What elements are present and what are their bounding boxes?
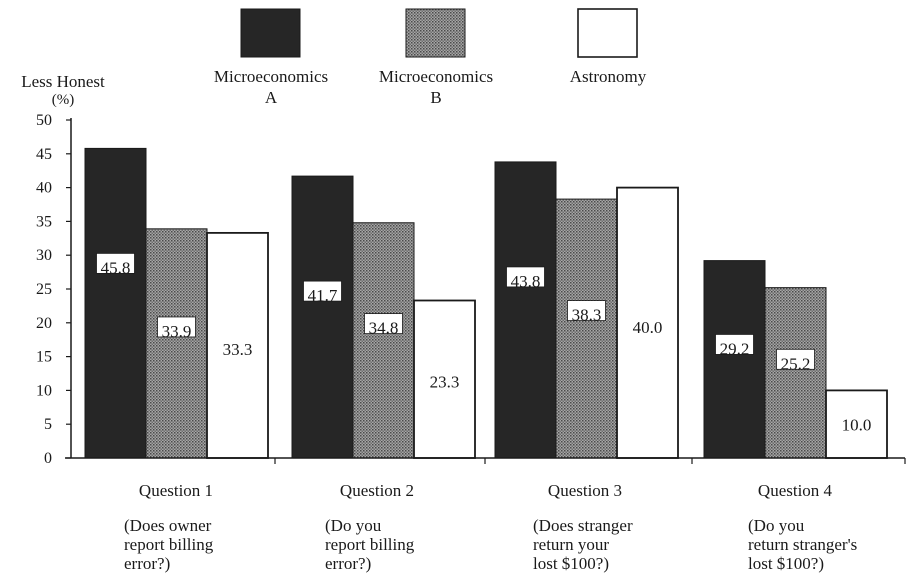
legend: Microeconomics A Microeconomics B Astronomy [214, 8, 647, 107]
y-tick-label: 35 [36, 213, 52, 230]
legend-swatch-microeconomics-b [405, 8, 466, 58]
legend-label-astronomy: Astronomy [570, 67, 647, 86]
y-axis-title: Less Honest (%) [21, 72, 105, 108]
y-axis: 0 5 10 15 20 25 30 35 40 45 50 [36, 112, 72, 467]
y-tick-label: 5 [44, 416, 52, 433]
y-tick-label: 45 [36, 146, 52, 163]
y-tick-label: 40 [36, 180, 52, 197]
data-label-box [776, 348, 815, 370]
bar-microeconomics-a-question-1 [84, 147, 147, 459]
bar-microeconomics-a-question-4 [703, 260, 766, 459]
bar-microeconomics-a-question-2 [291, 175, 354, 459]
bar-astronomy-question-2 [413, 299, 476, 459]
y-tick-label: 20 [36, 315, 52, 332]
bar-microeconomics-b-question-3 [555, 198, 618, 459]
data-label-microeconomics-a-question-4: 29.2 [720, 339, 750, 358]
category-description-line: (Do you [748, 516, 805, 535]
bar-astronomy-question-3 [616, 186, 679, 459]
data-label-astronomy-question-2: 23.3 [430, 372, 460, 391]
bar-microeconomics-b-question-2 [352, 222, 415, 459]
category-description-line: (Does stranger [533, 516, 633, 535]
data-label-box [364, 313, 403, 335]
bar-microeconomics-b-question-4 [764, 287, 827, 459]
data-label-box [157, 316, 196, 338]
category-description-line: error?) [325, 554, 371, 573]
bar-microeconomics-a-question-3 [494, 161, 557, 459]
data-label-box [506, 266, 545, 288]
y-axis-title-line1: Less Honest [21, 72, 105, 91]
y-tick-label: 30 [36, 247, 52, 264]
category-description-line: return your [533, 535, 609, 554]
legend-swatch-microeconomics-a [240, 8, 301, 58]
bars: 45.8 33.9 33.3 41.7 34.8 23.3 43.8 38.3 40.0 29.2… [84, 147, 888, 459]
category-description-line: return stranger's [748, 535, 857, 554]
data-label-box [567, 300, 606, 322]
y-tick-label: 0 [44, 450, 52, 467]
data-label-box [96, 252, 135, 274]
y-axis-title-line2: (%) [52, 92, 75, 108]
category-description-line: (Do you [325, 516, 382, 535]
data-label-microeconomics-a-question-2: 41.7 [308, 286, 338, 305]
data-label-microeconomics-a-question-1: 45.8 [101, 258, 131, 277]
category-description-line: (Does owner [124, 516, 212, 535]
category-description-line: lost $100?) [748, 554, 824, 573]
legend-label-microeconomics-b: Microeconomics [379, 67, 493, 86]
y-tick-label: 50 [36, 112, 52, 129]
category-label: Question 2 [340, 481, 414, 500]
data-label-box [715, 334, 754, 355]
data-label-astronomy-question-3: 40.0 [633, 318, 663, 337]
y-tick-label: 15 [36, 349, 52, 366]
category-description-line: report billing [325, 535, 415, 554]
category-description-line: error?) [124, 554, 170, 573]
data-label-microeconomics-b-question-2: 34.8 [369, 319, 399, 338]
data-label-box [303, 280, 342, 302]
category-description-line: lost $100?) [533, 554, 609, 573]
data-label-astronomy-question-4: 10.0 [842, 416, 872, 435]
data-label-astronomy-question-1: 33.3 [223, 340, 253, 359]
data-label-microeconomics-b-question-3: 38.3 [572, 306, 602, 325]
legend-label-microeconomics-a: A [265, 88, 278, 107]
legend-label-microeconomics-b: B [430, 88, 441, 107]
legend-swatch-astronomy [577, 8, 638, 58]
bar-microeconomics-b-question-1 [145, 228, 208, 459]
category-description-line: report billing [124, 535, 214, 554]
category-label: Question 1 [139, 481, 213, 500]
category-label: Question 4 [758, 481, 833, 500]
y-tick-label: 10 [36, 382, 52, 399]
category-label: Question 3 [548, 481, 622, 500]
data-label-microeconomics-b-question-1: 33.9 [162, 322, 192, 341]
bar-astronomy-question-1 [206, 231, 269, 459]
legend-label-microeconomics-a: Microeconomics [214, 67, 328, 86]
data-label-microeconomics-b-question-4: 25.2 [781, 354, 811, 373]
y-tick-label: 25 [36, 281, 52, 298]
data-label-microeconomics-a-question-3: 43.8 [511, 272, 541, 291]
